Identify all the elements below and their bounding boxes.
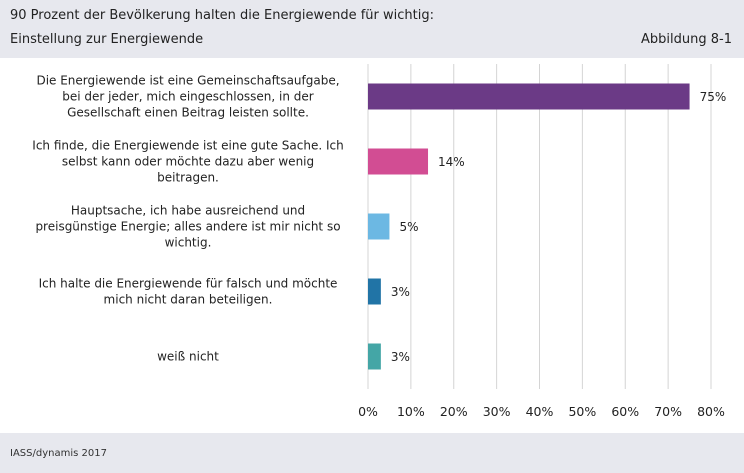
category-label-0: Die Energiewende ist eine Gemeinschaftsa… bbox=[36, 74, 339, 120]
x-axis-ticks: 0% 10% 20% 30% 40% 50% 60% 70% 80% bbox=[358, 404, 725, 419]
bar-chart: Die Energiewende ist eine Gemeinschaftsa… bbox=[32, 64, 726, 419]
value-label-2: 5% bbox=[399, 220, 418, 234]
x-tick-label-7: 70% bbox=[654, 404, 682, 419]
bar-3 bbox=[368, 278, 381, 305]
source-note: IASS/dynamis 2017 bbox=[10, 448, 107, 459]
x-tick-label-8: 80% bbox=[697, 404, 725, 419]
x-tick-label-2: 20% bbox=[440, 404, 468, 419]
category-label-1: Ich finde, die Energiewende ist eine gut… bbox=[32, 139, 343, 185]
bar-0 bbox=[368, 83, 690, 110]
figure-number: Abbildung 8-1 bbox=[641, 32, 732, 47]
value-label-1: 14% bbox=[438, 155, 465, 169]
bar-4 bbox=[368, 343, 381, 370]
bar-2 bbox=[368, 213, 390, 240]
value-labels: 75% 14% 5% 3% 3% bbox=[391, 90, 726, 364]
bar-1 bbox=[368, 148, 429, 175]
bars bbox=[368, 83, 690, 370]
category-label-2: Hauptsache, ich habe ausreichend und prei… bbox=[35, 204, 340, 250]
value-label-0: 75% bbox=[700, 90, 727, 104]
category-labels: Die Energiewende ist eine Gemeinschaftsa… bbox=[32, 74, 343, 364]
category-label-4: weiß nicht bbox=[157, 350, 219, 364]
value-label-4: 3% bbox=[391, 350, 410, 364]
x-tick-label-4: 40% bbox=[526, 404, 554, 419]
value-label-3: 3% bbox=[391, 285, 410, 299]
x-tick-label-3: 30% bbox=[483, 404, 511, 419]
plot-area: Die Energiewende ist eine Gemeinschaftsa… bbox=[0, 58, 744, 433]
grid-lines bbox=[367, 64, 712, 389]
x-tick-label-6: 60% bbox=[611, 404, 639, 419]
chart-subtitle: Einstellung zur Energiewende bbox=[10, 32, 204, 47]
x-tick-label-1: 10% bbox=[397, 404, 425, 419]
chart-title: 90 Prozent der Bevölkerung halten die En… bbox=[10, 8, 434, 23]
x-tick-label-5: 50% bbox=[568, 404, 596, 419]
category-label-3: Ich halte die Energiewende für falsch un… bbox=[39, 277, 338, 307]
x-tick-label-0: 0% bbox=[358, 404, 378, 419]
